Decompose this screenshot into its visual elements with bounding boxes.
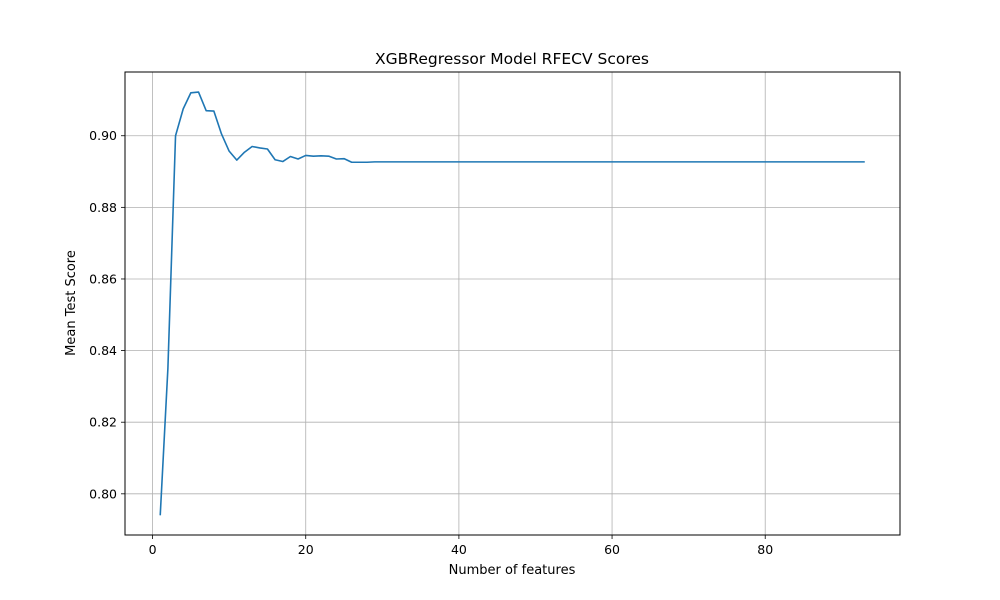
y-tick-label: 0.84 — [89, 343, 117, 358]
chart-title: XGBRegressor Model RFECV Scores — [375, 50, 649, 68]
y-axis: 0.80 0.82 0.84 0.86 0.88 0.90 — [89, 128, 125, 501]
grid — [125, 72, 900, 535]
x-axis-label: Number of features — [449, 563, 576, 578]
x-tick-label: 20 — [298, 542, 314, 557]
x-tick-label: 80 — [757, 542, 773, 557]
y-axis-label: Mean Test Score — [64, 250, 79, 356]
y-tick-label: 0.88 — [89, 200, 117, 215]
x-tick-label: 0 — [149, 542, 157, 557]
y-tick-label: 0.90 — [89, 128, 117, 143]
y-tick-label: 0.82 — [89, 415, 117, 430]
plot-frame — [124, 71, 901, 536]
x-tick-label: 40 — [451, 542, 467, 557]
y-tick-label: 0.80 — [89, 486, 117, 501]
y-tick-label: 0.86 — [89, 271, 117, 286]
x-axis: 0 20 40 60 80 — [149, 535, 773, 557]
plot-area — [159, 91, 865, 516]
series-line — [159, 91, 865, 516]
x-tick-label: 60 — [604, 542, 620, 557]
